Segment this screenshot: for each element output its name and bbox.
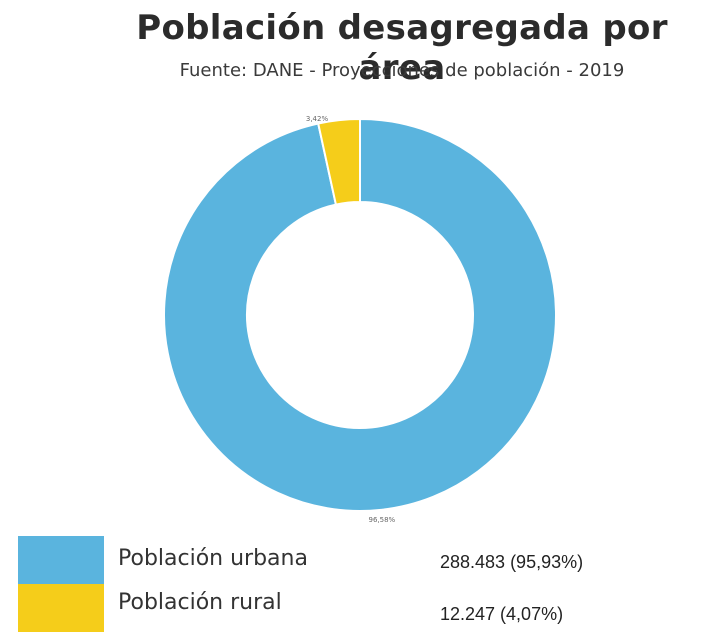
legend-item-urban: Población urbana 288.483 (95,93%)	[18, 536, 708, 584]
legend-value-urban: 288.483 (95,93%)	[440, 552, 584, 572]
legend-item-rural: Población rural 12.247 (4,07%)	[18, 584, 708, 632]
slice-urban	[163, 117, 557, 512]
legend-label-urban: Población urbana	[118, 546, 308, 571]
slice-label-urban: 96,58%	[369, 516, 396, 524]
legend-swatch-rural	[18, 584, 104, 632]
slice-label-rural: 3,42%	[306, 115, 329, 123]
legend-value-rural: 12.247 (4,07%)	[440, 604, 564, 624]
chart-subtitle: Fuente: DANE - Proyecciones de población…	[179, 60, 625, 81]
legend-label-rural: Población rural	[118, 590, 282, 615]
donut-chart: 96,58% 3,42%	[163, 115, 557, 524]
slice-rural	[317, 117, 361, 206]
legend-swatch-urban	[18, 536, 104, 584]
chart-title: Población desagregada por área	[136, 8, 668, 88]
